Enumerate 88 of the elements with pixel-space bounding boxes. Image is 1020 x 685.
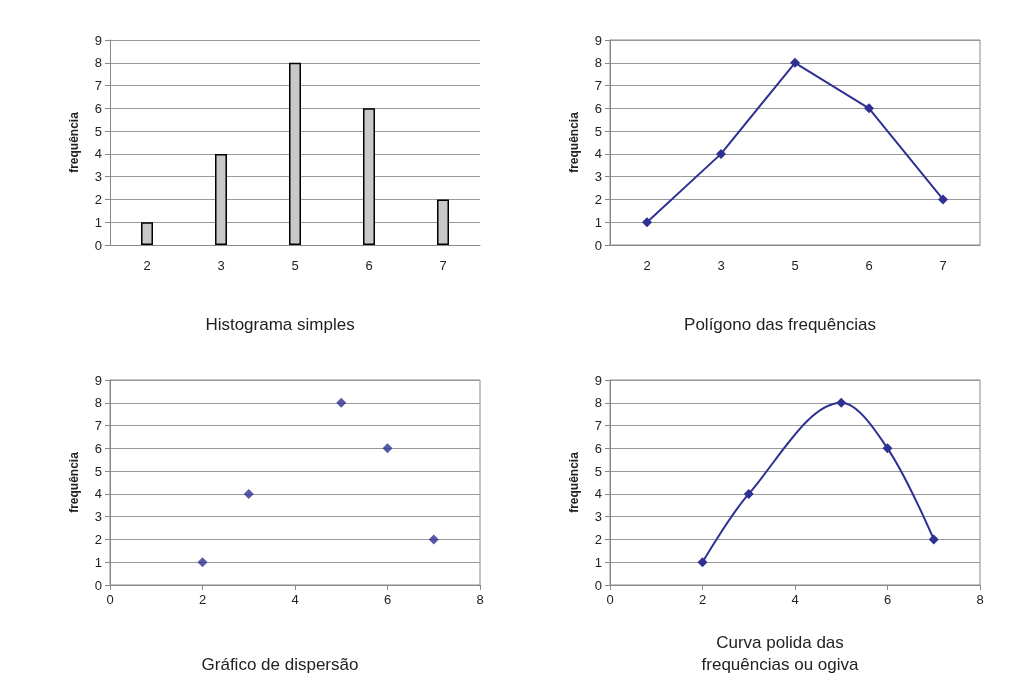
- y-tick-label: 2: [594, 531, 602, 547]
- y-tick-label: 9: [94, 372, 102, 388]
- x-tick-label: 2: [698, 592, 707, 607]
- x-tick-label: 4: [791, 592, 799, 607]
- x-tick-label: 2: [643, 258, 651, 273]
- point: [243, 488, 254, 499]
- y-tick-label: 5: [94, 463, 102, 479]
- y-tick-label: 8: [94, 395, 102, 411]
- point: [716, 148, 726, 159]
- point: [790, 57, 800, 68]
- point: [743, 488, 754, 499]
- y-tick-label: 2: [94, 531, 102, 547]
- y-axis-title: frequência: [567, 451, 581, 513]
- x-tick-label: 7: [939, 258, 947, 273]
- y-tick-label: 6: [94, 440, 102, 456]
- bar: [289, 62, 301, 245]
- y-tick-label: 3: [594, 509, 602, 525]
- y-tick-label: 6: [594, 100, 602, 116]
- x-tick-label: 0: [606, 592, 614, 607]
- y-tick-label: 5: [594, 123, 602, 139]
- y-axis-title: frequência: [67, 111, 81, 173]
- x-tick-label: 8: [476, 592, 484, 607]
- y-tick-label: 3: [94, 169, 102, 185]
- x-tick-label: 3: [217, 258, 225, 273]
- point: [882, 443, 893, 454]
- y-tick-label: 4: [594, 486, 602, 502]
- y-tick-label: 3: [94, 509, 102, 525]
- x-tick-label: 6: [865, 258, 873, 273]
- y-tick-label: 6: [594, 440, 602, 456]
- point: [382, 443, 393, 454]
- y-tick-label: 8: [594, 55, 602, 71]
- x-tick-label: 0: [106, 592, 114, 607]
- y-tick-label: 0: [594, 237, 602, 253]
- bar: [363, 108, 375, 245]
- x-tick-label: 5: [791, 258, 799, 273]
- x-tick-label: 7: [439, 258, 447, 273]
- x-tick-label: 3: [717, 258, 725, 273]
- point: [197, 557, 208, 568]
- y-tick-label: 8: [94, 55, 102, 71]
- x-tick-label: 2: [198, 592, 207, 607]
- point: [938, 194, 948, 205]
- y-tick-label: 1: [594, 554, 602, 570]
- y-tick-label: 0: [94, 577, 102, 593]
- point: [864, 103, 874, 114]
- text: Polígono das frequências: [684, 314, 876, 334]
- y-tick-label: 6: [94, 100, 102, 116]
- point: [836, 397, 847, 408]
- x-tick-label: 2: [143, 258, 151, 273]
- y-tick-label: 9: [594, 32, 602, 48]
- x-tick-label: 5: [291, 258, 299, 273]
- y-tick-label: 9: [94, 32, 102, 48]
- y-tick-label: 2: [94, 191, 102, 207]
- y-tick-label: 1: [94, 214, 102, 230]
- x-tick-label: 6: [383, 592, 392, 607]
- x-tick-label: 6: [883, 592, 892, 607]
- point: [336, 397, 347, 408]
- y-axis-title: frequência: [567, 111, 581, 173]
- y-tick-label: 5: [594, 463, 602, 479]
- bar: [141, 222, 153, 245]
- y-tick-label: 7: [94, 78, 102, 94]
- y-axis-title: frequência: [67, 451, 81, 513]
- text: Gráfico de dispersão: [201, 654, 359, 674]
- point: [928, 534, 939, 545]
- y-tick-label: 1: [94, 554, 102, 570]
- x-tick-label: 6: [365, 258, 373, 273]
- y-tick-label: 0: [94, 237, 102, 253]
- x-tick-label: 8: [976, 592, 984, 607]
- y-tick-label: 7: [594, 78, 602, 94]
- x-tick-label: 4: [291, 592, 299, 607]
- y-tick-label: 3: [594, 169, 602, 185]
- bar: [215, 153, 227, 245]
- y-tick-label: 4: [94, 486, 102, 502]
- y-tick-label: 4: [594, 146, 602, 162]
- y-tick-label: 4: [94, 146, 102, 162]
- point: [642, 217, 652, 228]
- bar: [437, 199, 449, 245]
- text: Curva polida das frequências ou ogiva: [701, 632, 859, 674]
- text: Histograma simples: [205, 314, 355, 334]
- y-tick-label: 8: [594, 395, 602, 411]
- y-tick-label: 0: [594, 577, 602, 593]
- y-tick-label: 1: [594, 214, 602, 230]
- y-tick-label: 2: [594, 191, 602, 207]
- y-tick-label: 7: [94, 418, 102, 434]
- point: [697, 557, 708, 568]
- y-tick-label: 9: [594, 372, 602, 388]
- point: [428, 534, 439, 545]
- y-tick-label: 7: [594, 418, 602, 434]
- y-tick-label: 5: [94, 123, 102, 139]
